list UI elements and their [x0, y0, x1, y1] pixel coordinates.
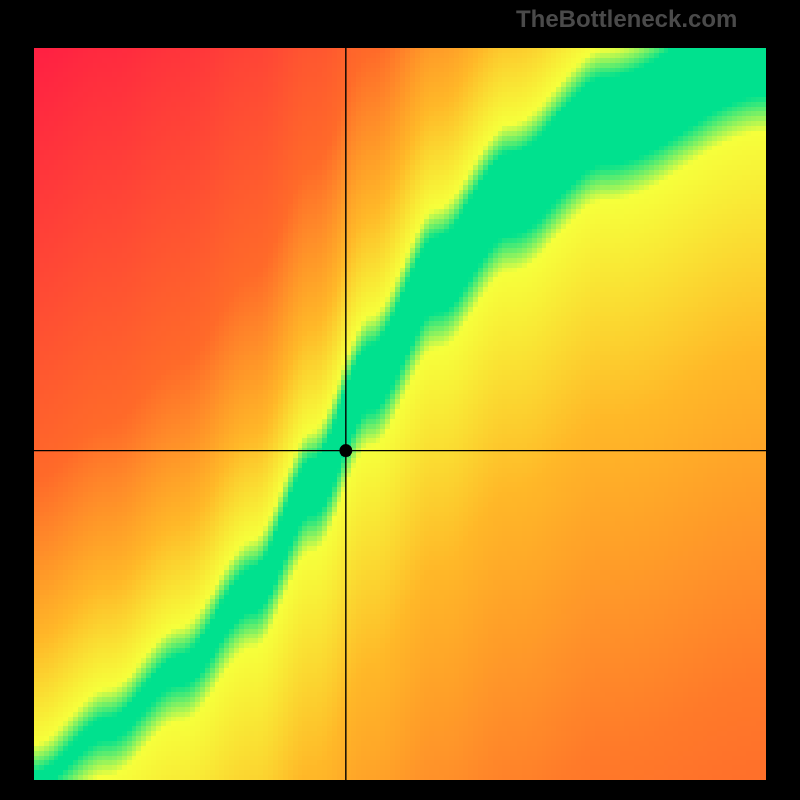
bottleneck-heatmap: [34, 48, 766, 780]
watermark-text: TheBottleneck.com: [516, 6, 737, 34]
